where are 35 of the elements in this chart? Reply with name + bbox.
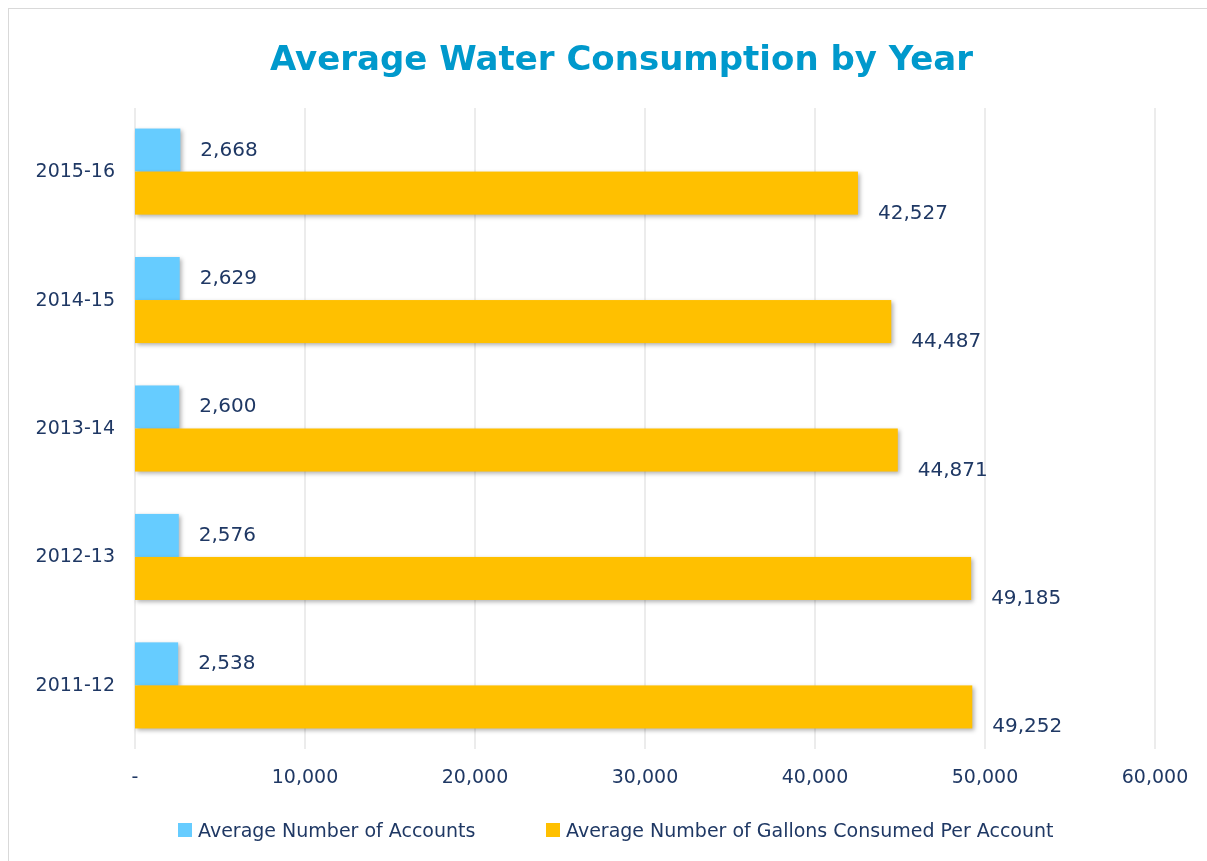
legend-label: Average Number of Gallons Consumed Per Account (566, 818, 1054, 841)
bar (135, 385, 180, 429)
y-tick-label: 2013-14 (35, 416, 115, 438)
y-tick-label: 2015-16 (35, 159, 115, 182)
legend-label: Average Number of Accounts (198, 818, 476, 841)
data-label: 49,252 (992, 713, 1063, 738)
data-label: 44,487 (911, 328, 982, 353)
x-tick-label: 20,000 (441, 765, 509, 787)
bar (135, 171, 858, 215)
bar (135, 128, 181, 172)
bar (135, 685, 973, 729)
data-label: 2,576 (198, 521, 257, 546)
x-tick-label: 10,000 (271, 765, 339, 787)
x-tick-label: - (131, 765, 139, 787)
bar (135, 513, 179, 557)
data-label: 2,538 (198, 650, 256, 675)
bar (135, 556, 972, 600)
chart-title: Average Water Consumption by Year (269, 38, 974, 78)
data-label: 2,600 (199, 393, 257, 418)
x-tick-label: 50,000 (951, 765, 1019, 787)
data-label: 42,527 (877, 199, 948, 224)
data-label: 49,185 (991, 584, 1062, 609)
data-label: 2,629 (199, 265, 257, 290)
x-tick-label: 30,000 (611, 765, 679, 787)
bar (135, 300, 892, 344)
bar (135, 642, 179, 686)
bar (135, 257, 180, 301)
x-tick-label: 40,000 (781, 765, 849, 787)
y-tick-label: 2012-13 (35, 544, 115, 567)
data-label: 44,871 (917, 456, 988, 481)
y-tick-label: 2011-12 (35, 672, 115, 695)
x-tick-label: 60,000 (1121, 765, 1189, 787)
y-tick-label: 2014-15 (35, 287, 115, 310)
data-label: 2,668 (200, 136, 258, 161)
bar (135, 428, 898, 472)
